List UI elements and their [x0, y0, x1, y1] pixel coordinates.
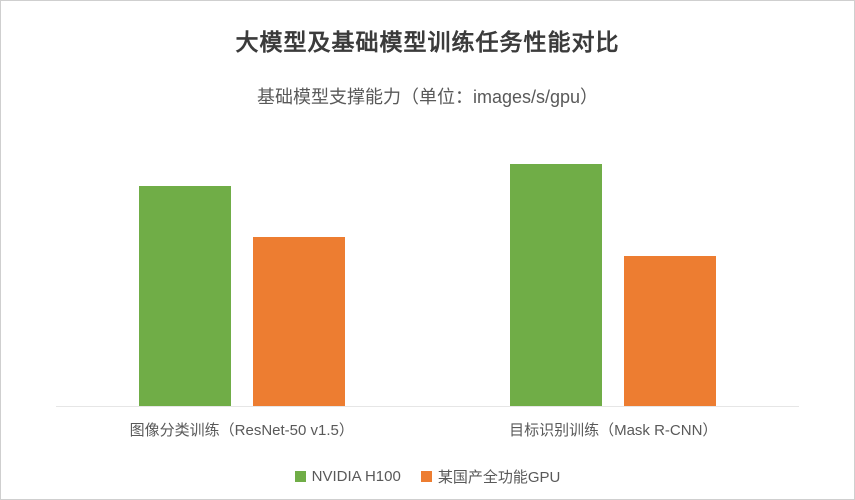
bar-nvidia-h100 — [138, 186, 231, 406]
legend: NVIDIA H100 某国产全功能GPU — [1, 466, 854, 487]
legend-item-domestic-gpu: 某国产全功能GPU — [420, 466, 561, 487]
plot-area: 图像分类训练（ResNet-50 v1.5） 目标识别训练（Mask R-CNN） — [56, 164, 799, 440]
category-label-0: 图像分类训练（ResNet-50 v1.5） — [129, 422, 354, 439]
bars-group-0 — [56, 164, 428, 407]
category-group-1: 目标识别训练（Mask R-CNN） — [427, 164, 799, 440]
bar-nvidia-h100 — [510, 164, 603, 406]
chart-title: 大模型及基础模型训练任务性能对比 — [235, 29, 620, 55]
legend-label: NVIDIA H100 — [311, 468, 401, 485]
category-label-1: 目标识别训练（Mask R-CNN） — [509, 422, 718, 439]
legend-item-nvidia-h100: NVIDIA H100 — [294, 468, 401, 485]
chart-subtitle: 基础模型支撑能力（单位：images/s/gpu） — [256, 87, 599, 107]
bar-domestic-gpu — [624, 256, 717, 406]
bar-domestic-gpu — [252, 237, 345, 406]
bars-group-1 — [427, 164, 799, 407]
legend-swatch-icon — [420, 471, 432, 482]
legend-label: 某国产全功能GPU — [437, 469, 561, 486]
legend-swatch-icon — [294, 471, 306, 482]
category-group-0: 图像分类训练（ResNet-50 v1.5） — [56, 164, 428, 440]
